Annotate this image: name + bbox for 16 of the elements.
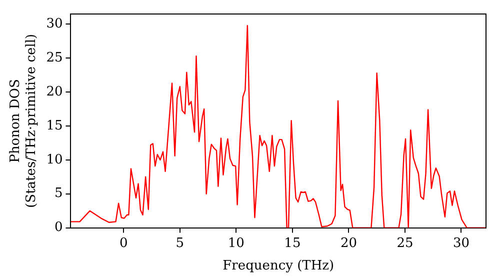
y-tick-label: 5 bbox=[54, 186, 63, 202]
x-tick-label: 25 bbox=[396, 236, 414, 251]
x-tick-label: 15 bbox=[284, 236, 301, 251]
x-tick-label: 0 bbox=[119, 236, 128, 251]
x-axis-title: Frequency (THz) bbox=[222, 258, 334, 274]
x-tick-label: 30 bbox=[452, 236, 470, 251]
y-tick-label: 0 bbox=[54, 220, 63, 236]
y-tick-label: 10 bbox=[46, 152, 63, 168]
y-tick-label: 15 bbox=[46, 118, 63, 134]
y-tick-label: 25 bbox=[46, 50, 63, 66]
x-tick-label: 10 bbox=[228, 236, 244, 251]
y-tick-label: 20 bbox=[46, 84, 63, 100]
x-tick-label: 5 bbox=[176, 236, 184, 251]
x-tick-label: 20 bbox=[340, 236, 357, 251]
y-axis-title: Phonon DOS (States/THz·primitive cell) bbox=[8, 34, 39, 208]
y-tick-label: 30 bbox=[46, 16, 63, 32]
